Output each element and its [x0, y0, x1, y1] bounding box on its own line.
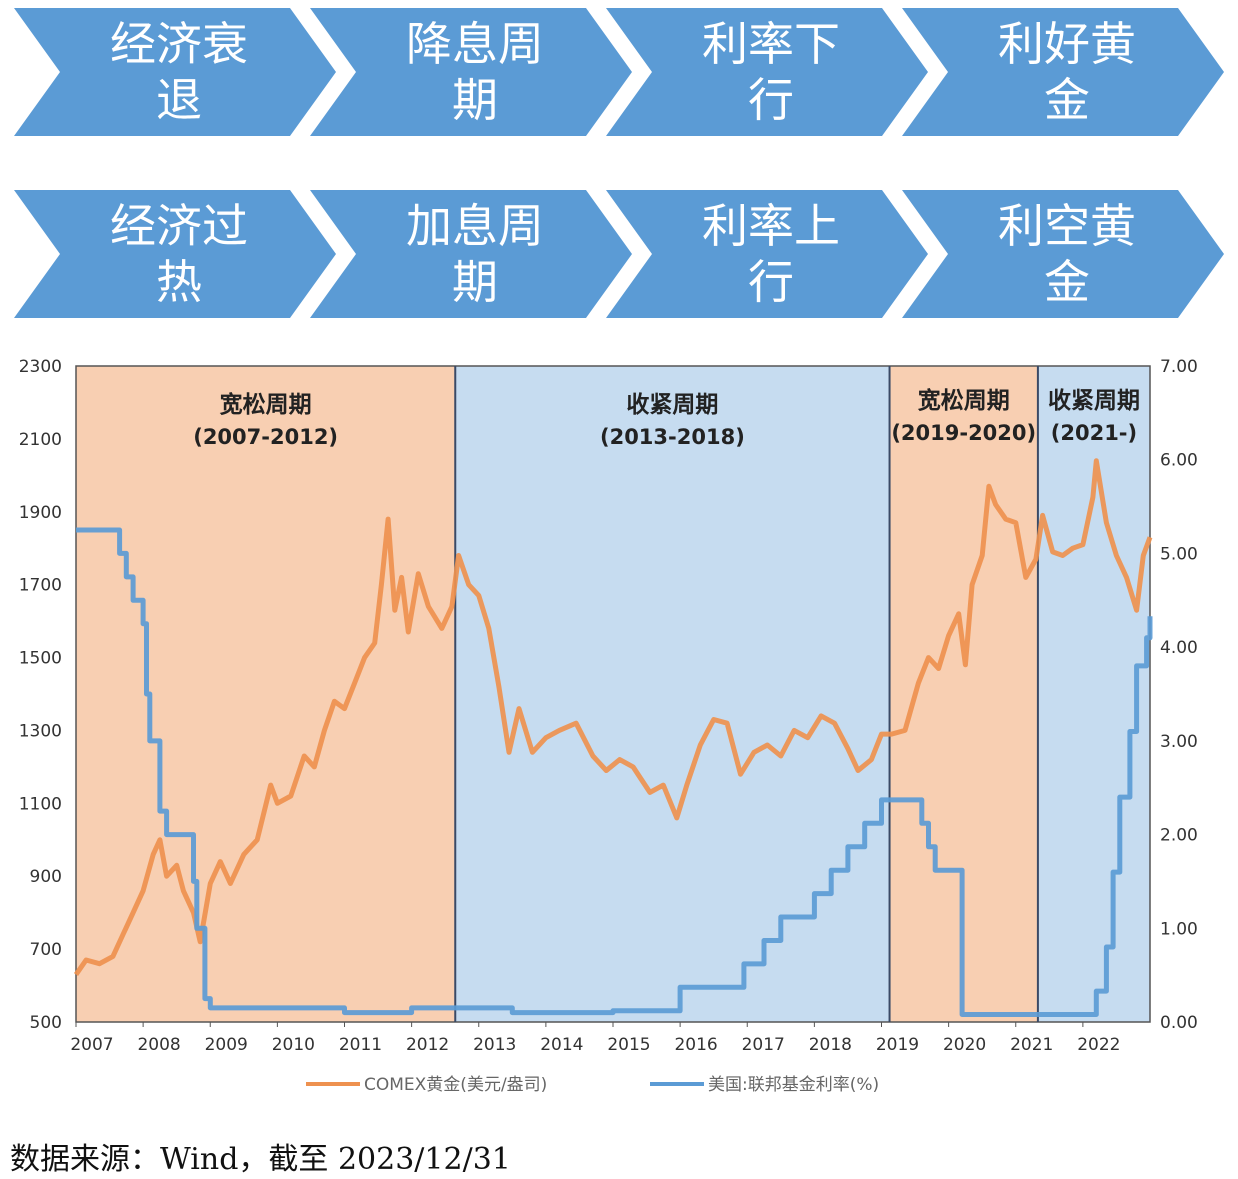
x-tick-label: 2007: [70, 1035, 113, 1055]
y-right-tick-label: 0.00: [1160, 1013, 1198, 1033]
x-tick-label: 2011: [339, 1035, 382, 1055]
flow-step-label: 期: [452, 255, 498, 309]
x-tick-label: 2020: [943, 1035, 986, 1055]
flow-step-label: 金: [1044, 73, 1090, 127]
chevron-shape: [606, 8, 928, 136]
flow-step-label: 利率上: [702, 199, 840, 253]
flow-step-label: 利率下: [702, 17, 840, 71]
x-tick-label: 2016: [674, 1035, 717, 1055]
period-range-label: (2007-2012): [193, 425, 338, 449]
legend-item-2: 美国:联邦基金利率(%): [650, 1075, 879, 1095]
legend-label: 美国:联邦基金利率(%): [708, 1075, 879, 1095]
legend-label: COMEX黄金(美元/盎司): [364, 1075, 547, 1095]
flow-step-label: 利好黄: [998, 17, 1136, 71]
y-left-tick-label: 2300: [19, 357, 62, 377]
period-band-2: [455, 366, 890, 1022]
y-left-tick-label: 2100: [19, 430, 62, 450]
flow-step-label: 行: [748, 73, 794, 127]
series-line-2: [76, 527, 1153, 1017]
y-right-tick-label: 7.00: [1160, 357, 1198, 377]
flow-step-label: 期: [452, 73, 498, 127]
x-tick-label: 2017: [742, 1035, 785, 1055]
period-range-label: (2021-): [1051, 421, 1137, 445]
period-band-1: [76, 366, 456, 1022]
y-left-tick-label: 700: [30, 940, 62, 960]
x-tick-label: 2014: [540, 1035, 583, 1055]
flow-step-label: 降息周: [406, 17, 544, 71]
y-right-tick-label: 4.00: [1160, 638, 1198, 658]
chevron-shape: [310, 190, 632, 318]
period-label: 收紧周期: [626, 391, 718, 418]
flow-step-label: 利空黄: [998, 199, 1136, 253]
gold-rate-chart: 宽松周期 (2007-2012) 收紧周期 (2013-2018) 宽松周期 (2019-…: [19, 357, 1198, 1095]
x-tick-label: 2009: [205, 1035, 248, 1055]
y-right-tick-label: 1.00: [1160, 919, 1198, 939]
chevron-shape: [14, 8, 336, 136]
x-tick-label: 2015: [607, 1035, 650, 1055]
x-tick-label: 2008: [137, 1035, 180, 1055]
flow-step-label: 经济过: [110, 199, 248, 253]
chevron-shape: [310, 8, 632, 136]
x-tick-label: 2021: [1010, 1035, 1053, 1055]
flow-step-label: 退: [156, 73, 202, 127]
y-left-tick-label: 1100: [19, 794, 62, 814]
flow-step-label: 加息周: [406, 199, 544, 253]
data-source-note: 数据来源：Wind，截至 2023/12/31: [10, 1142, 511, 1177]
period-label: 收紧周期: [1048, 387, 1140, 414]
y-right-tick-label: 5.00: [1160, 544, 1198, 564]
y-right-tick-label: 2.00: [1160, 826, 1198, 846]
series-line-1: [73, 458, 1153, 977]
y-left-tick-label: 1300: [19, 721, 62, 741]
y-left-tick-label: 900: [30, 867, 62, 887]
x-tick-label: 2022: [1077, 1035, 1120, 1055]
x-tick-label: 2010: [272, 1035, 315, 1055]
chevron-shape: [14, 190, 336, 318]
legend-item-1: COMEX黄金(美元/盎司): [306, 1075, 547, 1095]
x-tick-label: 2013: [473, 1035, 516, 1055]
y-left-tick-label: 1900: [19, 503, 62, 523]
chevron-shape: [606, 190, 928, 318]
flow-step-label: 经济衰: [110, 17, 248, 71]
y-left-tick-label: 500: [30, 1013, 62, 1033]
flow-step-label: 行: [748, 255, 794, 309]
y-right-tick-label: 6.00: [1160, 451, 1198, 471]
chevron-shape: [902, 190, 1224, 318]
x-tick-label: 2018: [809, 1035, 852, 1055]
period-label: 宽松周期: [220, 391, 312, 418]
x-tick-label: 2019: [876, 1035, 919, 1055]
x-tick-label: 2012: [406, 1035, 449, 1055]
chevron-shape: [902, 8, 1224, 136]
y-left-tick-label: 1700: [19, 576, 62, 596]
period-range-label: (2019-2020): [891, 421, 1036, 445]
flow-step-label: 金: [1044, 255, 1090, 309]
period-range-label: (2013-2018): [600, 425, 745, 449]
flow-step-label: 热: [156, 255, 202, 309]
period-label: 宽松周期: [918, 387, 1010, 414]
y-right-tick-label: 3.00: [1160, 732, 1198, 752]
y-left-tick-label: 1500: [19, 649, 62, 669]
